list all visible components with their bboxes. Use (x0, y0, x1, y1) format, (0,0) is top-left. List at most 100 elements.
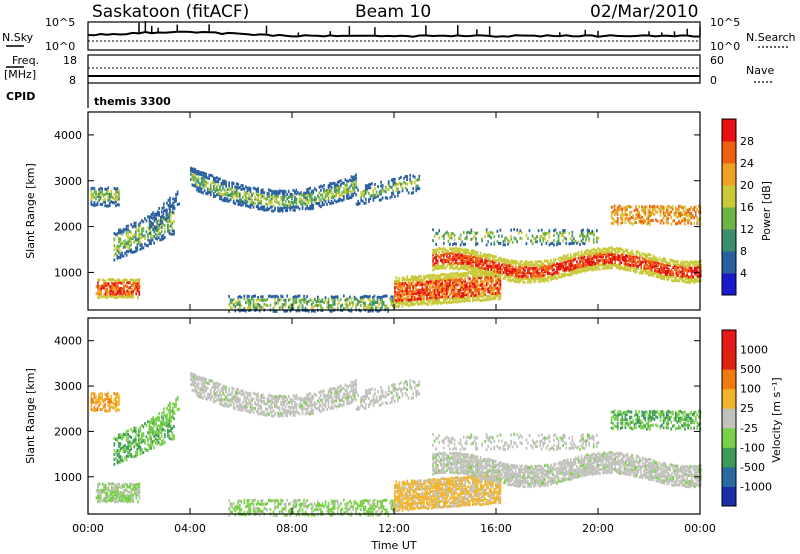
power-cell (433, 256, 436, 260)
velocity-cell (136, 444, 139, 448)
velocity-cell (206, 381, 209, 385)
power-cell (569, 261, 572, 265)
velocity-cell (116, 392, 119, 396)
velocity-cell (137, 441, 140, 445)
power-cell (565, 268, 568, 272)
velocity-cell (170, 409, 173, 413)
power-cell (690, 274, 693, 278)
power-cell (160, 210, 163, 214)
y-tick-label: 4000 (54, 129, 82, 142)
power-cell (479, 270, 482, 274)
power-cell (115, 252, 117, 256)
power-cell (420, 283, 422, 287)
velocity-cell (245, 404, 247, 408)
power-cell (456, 294, 459, 298)
velocity-cell (116, 436, 119, 440)
power-cell (442, 253, 445, 257)
power-cell (300, 193, 302, 197)
power-cell (438, 285, 441, 289)
power-cell (565, 266, 568, 270)
velocity-cell (216, 385, 218, 389)
power-cell (246, 186, 249, 190)
power-cell (657, 258, 659, 262)
power-cell (616, 216, 619, 220)
power-cell (453, 272, 456, 276)
power-cell (398, 181, 401, 185)
power-cell (459, 261, 462, 265)
power-cell (372, 190, 375, 194)
velocity-cell (175, 404, 177, 408)
velocity-cell (95, 400, 97, 404)
power-cell (304, 193, 307, 197)
velocity-cell (153, 424, 156, 428)
power-cell (283, 195, 286, 199)
power-cell (234, 301, 237, 305)
power-cell (159, 222, 162, 226)
power-cell (316, 295, 319, 299)
power-cell (98, 292, 101, 296)
velocity-cell (152, 427, 154, 431)
power-cell (162, 212, 165, 216)
power-cell (158, 206, 161, 210)
power-cell (692, 279, 695, 283)
power-cell (104, 193, 107, 197)
power-cell (664, 260, 667, 264)
power-cell (686, 280, 688, 284)
power-cell (216, 185, 218, 189)
power-cell (631, 261, 633, 265)
power-cell (113, 232, 116, 236)
power-cell (603, 252, 606, 256)
power-cell (439, 287, 442, 291)
power-cell (499, 285, 502, 289)
power-cell (684, 217, 686, 221)
power-cell (421, 286, 424, 290)
velocity-cell (106, 491, 109, 495)
power-cell (324, 298, 327, 302)
velocity-cell (123, 485, 125, 489)
power-cell (548, 231, 551, 235)
power-cell (98, 296, 101, 300)
power-cell (363, 193, 366, 197)
power-cell (298, 309, 301, 313)
power-cell (266, 197, 269, 201)
power-cell (693, 263, 696, 267)
power-cell (309, 298, 312, 302)
velocity-cell (103, 498, 105, 502)
power-cell (438, 287, 441, 291)
power-cell (373, 301, 376, 305)
velocity-cell (147, 431, 149, 435)
power-cell (475, 260, 477, 264)
power-cell (220, 183, 223, 187)
power-cell (478, 274, 480, 278)
power-cell (438, 298, 441, 302)
power-cell (390, 178, 393, 182)
power-cell (353, 182, 356, 186)
power-cell (478, 284, 480, 288)
velocity-cell (178, 407, 180, 411)
power-cell (476, 258, 479, 262)
velocity-cell (149, 428, 151, 432)
velocity-cell (139, 429, 142, 433)
power-cell (644, 258, 647, 262)
power-cell (646, 263, 649, 267)
velocity-cell (206, 386, 209, 390)
power-cell (537, 279, 540, 283)
velocity-cell (138, 485, 141, 489)
power-cell (320, 193, 322, 197)
power-cell (217, 188, 220, 192)
power-cell (479, 278, 482, 282)
power-cell (478, 268, 480, 272)
power-cell (659, 219, 662, 223)
velocity-cell (222, 387, 224, 391)
power-cell (498, 277, 500, 281)
power-cell (357, 188, 359, 192)
power-cell (283, 189, 286, 193)
power-cell (496, 240, 499, 244)
power-cell (93, 187, 96, 191)
velocity-cell (116, 439, 119, 443)
power-cell (150, 212, 153, 216)
power-cell (505, 264, 508, 268)
power-cell (429, 288, 431, 292)
power-cell (439, 276, 442, 280)
power-cell (163, 230, 166, 234)
